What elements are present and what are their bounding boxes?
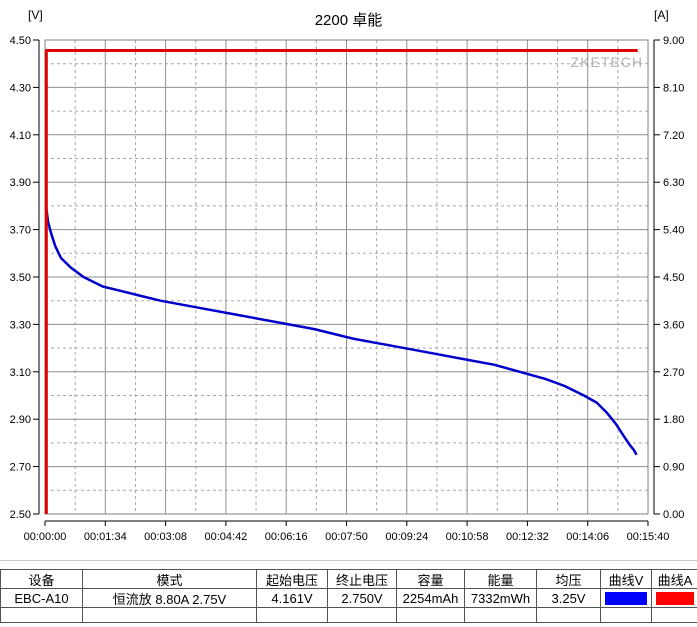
current-curve xyxy=(44,49,638,514)
right-axis-unit-label: [A] xyxy=(654,8,669,22)
curve-a-cell xyxy=(652,589,697,608)
right-axis-tick-label: 0.00 xyxy=(663,509,684,521)
col-header-energy: 能量 xyxy=(465,570,537,589)
right-axis-tick-label: 0.90 xyxy=(663,462,684,474)
empty-cell xyxy=(465,608,537,623)
chart-title: 2200 卓能 xyxy=(314,12,383,29)
left-axis-tick-label: 2.50 xyxy=(10,509,31,521)
x-axis-tick-label: 00:03:08 xyxy=(144,531,187,543)
discharge-chart: [V] 2200 卓能 [A] ZKETECH 4.50 4.30 4.10 3.90… xyxy=(10,8,685,543)
right-axis-tick-label: 2.70 xyxy=(663,367,684,379)
start-voltage-value: 4.161V xyxy=(257,589,328,608)
x-axis-tick-label: 00:09:24 xyxy=(385,531,428,543)
empty-cell xyxy=(397,608,465,623)
left-axis-tick-label: 4.10 xyxy=(10,130,31,142)
left-axis-tick-label: 3.50 xyxy=(10,272,31,284)
empty-cell xyxy=(257,608,328,623)
avg-voltage-value: 3.25V xyxy=(537,589,601,608)
left-axis-tick-label: 3.70 xyxy=(10,225,31,237)
col-header-capacity: 容量 xyxy=(397,570,465,589)
left-axis-tick-label: 2.90 xyxy=(10,414,31,426)
empty-cell xyxy=(328,608,397,623)
left-axis-tick-label: 4.30 xyxy=(10,82,31,94)
x-axis-tick-label: 00:06:16 xyxy=(265,531,308,543)
x-axis-tick-label: 00:07:50 xyxy=(325,531,368,543)
end-voltage-value: 2.750V xyxy=(328,589,397,608)
left-axis-unit-label: [V] xyxy=(28,8,43,22)
empty-cell xyxy=(83,608,257,623)
left-axis-tick-label: 3.10 xyxy=(10,367,31,379)
empty-cell xyxy=(1,608,83,623)
right-axis-tick-label: 3.60 xyxy=(663,319,684,331)
col-header-curve-a: 曲线A xyxy=(652,570,697,589)
right-axis-tick-label: 8.10 xyxy=(663,82,684,94)
col-header-curve-v: 曲线V xyxy=(601,570,652,589)
left-axis-tick-label: 4.50 xyxy=(10,35,31,47)
col-header-mode: 模式 xyxy=(83,570,257,589)
chart-table-separator xyxy=(0,560,697,561)
right-axis-tick-label: 9.00 xyxy=(663,35,684,47)
right-axis-tick-label: 1.80 xyxy=(663,414,684,426)
x-axis-tick-label: 00:00:00 xyxy=(24,531,67,543)
capacity-value: 2254mAh xyxy=(397,589,465,608)
empty-cell xyxy=(601,608,652,623)
x-axis-tick-label: 00:15:40 xyxy=(627,531,670,543)
curve-v-cell xyxy=(601,589,652,608)
right-axis-tick-label: 4.50 xyxy=(663,272,684,284)
curve-a-swatch xyxy=(656,591,694,605)
x-axis-tick-label: 00:14:06 xyxy=(566,531,609,543)
empty-cell xyxy=(537,608,601,623)
x-axis-tick-label: 00:04:42 xyxy=(204,531,247,543)
col-header-device: 设备 xyxy=(1,570,83,589)
energy-value: 7332mWh xyxy=(465,589,537,608)
x-axis-tick-label: 00:01:34 xyxy=(84,531,127,543)
left-axis-tick-label: 3.90 xyxy=(10,177,31,189)
result-table: 设备 模式 起始电压 终止电压 容量 能量 均压 曲线V 曲线A EBC-A10… xyxy=(0,569,697,623)
empty-cell xyxy=(652,608,697,623)
right-axis-tick-label: 5.40 xyxy=(663,225,684,237)
col-header-start-voltage: 起始电压 xyxy=(257,570,328,589)
mode-value: 恒流放 8.80A 2.75V xyxy=(83,589,257,608)
right-axis-tick-label: 6.30 xyxy=(663,177,684,189)
x-axis-tick-label: 00:10:58 xyxy=(446,531,489,543)
col-header-end-voltage: 终止电压 xyxy=(328,570,397,589)
left-axis-tick-label: 3.30 xyxy=(10,319,31,331)
left-axis-tick-label: 2.70 xyxy=(10,462,31,474)
zketech-watermark: ZKETECH xyxy=(570,54,643,70)
plot-canvas: 4.50 4.30 4.10 3.90 3.70 3.50 3.30 3.10 2.90 2.70… xyxy=(10,35,685,543)
x-axis-tick-label: 00:12:32 xyxy=(506,531,549,543)
right-axis-tick-label: 7.20 xyxy=(663,130,684,142)
curve-v-swatch xyxy=(605,591,647,605)
device-value: EBC-A10 xyxy=(1,589,83,608)
col-header-avg-voltage: 均压 xyxy=(537,570,601,589)
voltage-curve xyxy=(45,208,638,456)
